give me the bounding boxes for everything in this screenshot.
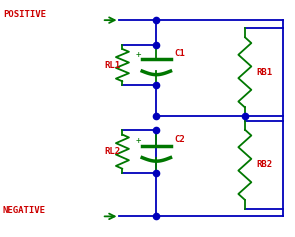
Text: POSITIVE: POSITIVE <box>3 10 46 19</box>
Text: +: + <box>135 50 141 59</box>
Text: NEGATIVE: NEGATIVE <box>3 206 46 215</box>
Text: RB1: RB1 <box>257 68 273 77</box>
Text: C1: C1 <box>174 49 185 58</box>
Text: RB2: RB2 <box>257 160 273 169</box>
Text: +: + <box>135 136 141 145</box>
Text: RL1: RL1 <box>105 61 121 70</box>
Text: RL2: RL2 <box>105 147 121 156</box>
Text: C2: C2 <box>174 135 185 144</box>
